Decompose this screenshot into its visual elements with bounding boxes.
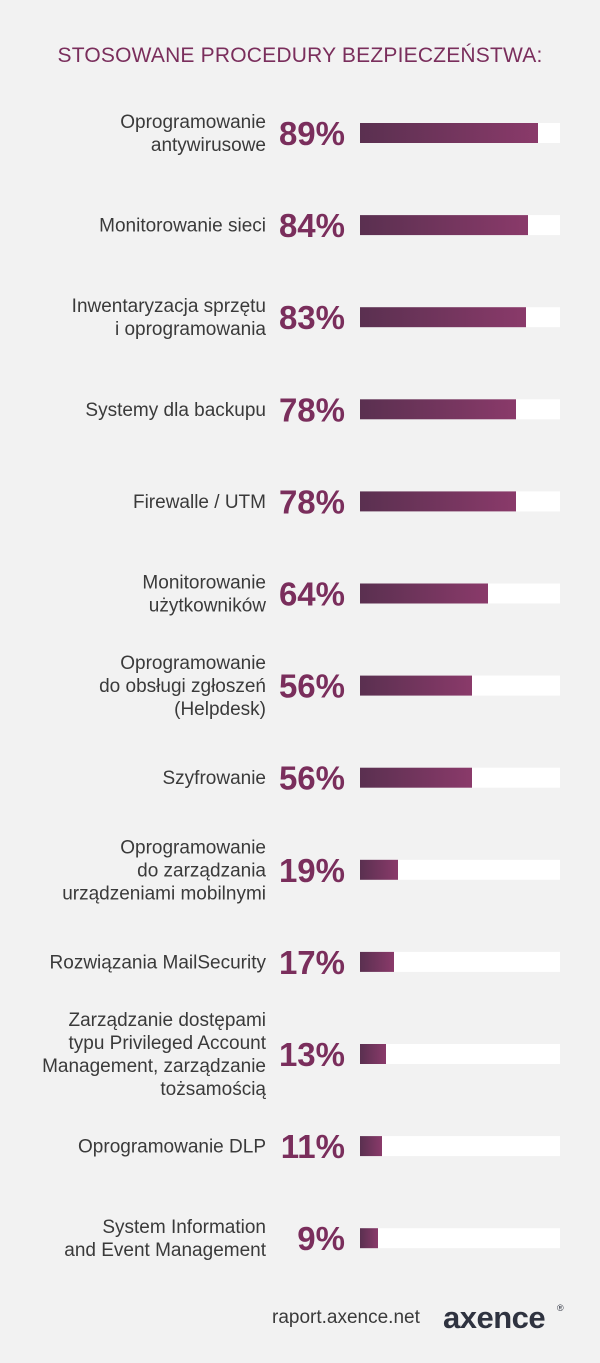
bar bbox=[360, 1044, 386, 1064]
bar bbox=[360, 399, 516, 420]
chart-row: Monitorowanie sieci 84% bbox=[99, 207, 560, 244]
value-label: 64% bbox=[279, 576, 345, 613]
category-label-line: System Information bbox=[102, 1217, 266, 1238]
bar bbox=[360, 767, 472, 788]
value-label: 83% bbox=[279, 299, 345, 336]
chart-title: STOSOWANE PROCEDURY BEZPIECZEŃSTWA: bbox=[57, 44, 543, 67]
category-label-line: do obsługi zgłoszeń bbox=[99, 676, 266, 697]
category-label: Oprogramowanie antywirusowe bbox=[120, 112, 266, 156]
category-label-line: Management, zarządzanie bbox=[42, 1056, 266, 1077]
value-label: 56% bbox=[279, 760, 345, 797]
category-label: Szyfrowanie bbox=[163, 768, 267, 789]
value-label: 84% bbox=[279, 207, 345, 244]
category-label-line: Monitorowanie sieci bbox=[99, 216, 266, 237]
chart-row: Systemy dla backupu 78% bbox=[85, 391, 560, 428]
bar bbox=[360, 1136, 382, 1157]
category-label-line: (Helpdesk) bbox=[174, 699, 266, 720]
value-label: 56% bbox=[279, 668, 345, 705]
chart-row: Oprogramowanie do obsługi zgłoszeń (Helpde… bbox=[99, 653, 560, 720]
bar-track bbox=[360, 951, 560, 972]
chart-row: Monitorowanie użytkowników 64% bbox=[142, 573, 560, 617]
bar bbox=[360, 307, 526, 328]
bar bbox=[360, 675, 472, 696]
chart-row: Inwentaryzacja sprzętu i oprogramowania 83… bbox=[72, 296, 560, 340]
bar bbox=[360, 123, 538, 143]
chart-row: Zarządzanie dostępami typu Privileged Acc… bbox=[42, 1010, 560, 1100]
category-label-line: Oprogramowanie bbox=[120, 653, 266, 674]
category-label-line: Rozwiązania MailSecurity bbox=[50, 952, 267, 973]
value-label: 78% bbox=[279, 391, 345, 428]
logo-registered-mark: ® bbox=[557, 1303, 564, 1313]
category-label-line: Firewalle / UTM bbox=[133, 492, 266, 513]
category-label-line: Oprogramowanie bbox=[120, 837, 266, 858]
bar bbox=[360, 951, 394, 972]
chart-row: Oprogramowanie do zarządzania urządzeniami… bbox=[62, 837, 560, 904]
bar bbox=[360, 1228, 378, 1249]
category-label-line: do zarządzania bbox=[137, 860, 266, 881]
value-label: 78% bbox=[279, 483, 345, 520]
category-label: Inwentaryzacja sprzętu i oprogramowania bbox=[72, 296, 267, 340]
category-label-line: antywirusowe bbox=[151, 135, 266, 156]
category-label: Monitorowanie sieci bbox=[99, 216, 266, 237]
category-label: Systemy dla backupu bbox=[85, 400, 266, 421]
category-label-line: and Event Management bbox=[64, 1240, 266, 1261]
category-label-line: Monitorowanie bbox=[142, 573, 266, 594]
category-label-line: Inwentaryzacja sprzętu bbox=[72, 296, 266, 317]
value-label: 13% bbox=[279, 1036, 345, 1073]
bar-track bbox=[360, 1136, 560, 1157]
category-label: System Information and Event Management bbox=[64, 1217, 266, 1261]
chart-row: Szyfrowanie 56% bbox=[163, 760, 560, 797]
chart-row: Rozwiązania MailSecurity 17% bbox=[50, 944, 560, 981]
category-label: Oprogramowanie do obsługi zgłoszeń (Helpde… bbox=[99, 653, 266, 720]
category-label-line: Systemy dla backupu bbox=[85, 400, 266, 421]
category-label-line: urządzeniami mobilnymi bbox=[62, 883, 266, 904]
category-label-line: i oprogramowania bbox=[115, 319, 266, 340]
bar bbox=[360, 491, 516, 512]
category-label-line: użytkowników bbox=[149, 596, 266, 617]
value-label: 17% bbox=[279, 944, 345, 981]
value-label: 11% bbox=[281, 1128, 345, 1165]
bar-track bbox=[360, 1044, 560, 1064]
category-label-line: Zarządzanie dostępami bbox=[69, 1010, 267, 1031]
value-label: 9% bbox=[297, 1220, 345, 1257]
bar bbox=[360, 215, 528, 236]
category-label: Oprogramowanie do zarządzania urządzeniami… bbox=[62, 837, 266, 904]
bar-track bbox=[360, 1228, 560, 1249]
category-label: Monitorowanie użytkowników bbox=[142, 573, 266, 617]
category-label-line: Oprogramowanie bbox=[120, 112, 266, 133]
logo-wordmark: axence bbox=[443, 1300, 545, 1335]
chart-row: System Information and Event Management 9% bbox=[64, 1217, 560, 1261]
category-label-line: typu Privileged Account bbox=[68, 1033, 266, 1054]
chart-row: Oprogramowanie DLP 11% bbox=[78, 1128, 560, 1165]
category-label: Firewalle / UTM bbox=[133, 492, 266, 513]
category-label: Rozwiązania MailSecurity bbox=[50, 952, 267, 973]
bar bbox=[360, 583, 488, 604]
axence-logo: axence ® bbox=[443, 1300, 564, 1335]
bar-track bbox=[360, 859, 560, 880]
value-label: 19% bbox=[279, 852, 345, 889]
category-label-line: Szyfrowanie bbox=[163, 768, 267, 789]
chart-row: Oprogramowanie antywirusowe 89% bbox=[120, 112, 560, 156]
source-url[interactable]: raport.axence.net bbox=[272, 1307, 420, 1328]
value-label: 89% bbox=[279, 115, 345, 152]
category-label-line: Oprogramowanie DLP bbox=[78, 1137, 266, 1158]
chart-row: Firewalle / UTM 78% bbox=[133, 483, 560, 520]
category-label: Zarządzanie dostępami typu Privileged Acc… bbox=[42, 1010, 267, 1100]
category-label: Oprogramowanie DLP bbox=[78, 1137, 266, 1158]
bar bbox=[360, 859, 398, 880]
category-label-line: tożsamością bbox=[160, 1079, 266, 1100]
